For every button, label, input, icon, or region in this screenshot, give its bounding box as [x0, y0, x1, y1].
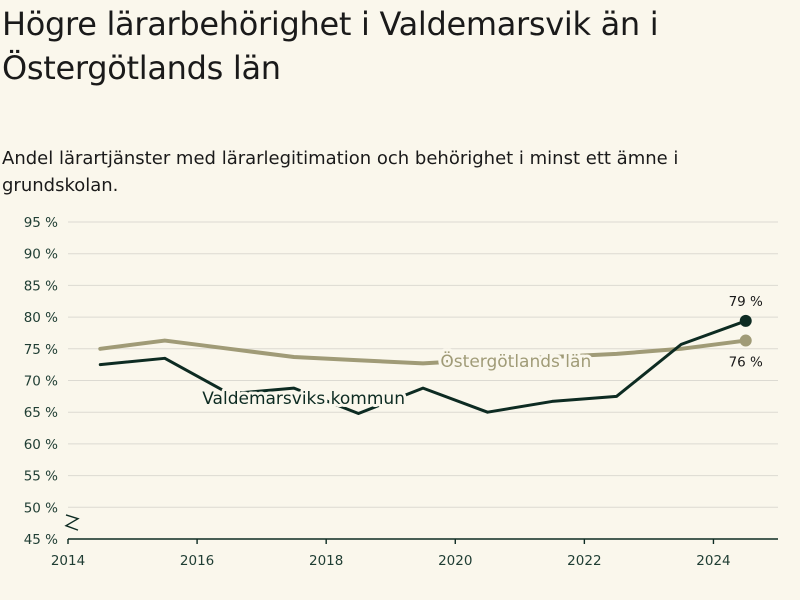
end-point-kommun	[739, 314, 752, 327]
series-line-kommun	[98, 319, 748, 415]
end-point-lan	[739, 334, 752, 347]
y-tick-label: 80 %	[24, 310, 58, 326]
series-lines	[98, 314, 752, 415]
x-axis: 2014 2016 2018 2020 2022 2024	[51, 538, 778, 569]
chart-title: Högre lärarbehörighet i Valdemarsvik än …	[2, 5, 659, 87]
y-tick-label: 90 %	[24, 247, 58, 263]
y-tick-label: 45 %	[24, 532, 58, 548]
chart-subtitle: Andel lärartjänster med lärarlegitimatio…	[2, 148, 679, 196]
y-tick-label: 50 %	[24, 500, 58, 516]
y-tick-label: 70 %	[24, 374, 58, 390]
x-tick-label: 2018	[309, 553, 343, 569]
x-tick-label: 2020	[438, 553, 472, 569]
y-tick-label: 95 %	[24, 215, 58, 231]
x-tick-label: 2024	[696, 553, 730, 569]
gridlines	[68, 221, 778, 508]
y-tick-label: 85 %	[24, 278, 58, 294]
y-tick-label: 60 %	[24, 437, 58, 453]
series-label-kommun: Valdemarsviks kommun	[202, 389, 405, 409]
y-tick-label: 55 %	[24, 469, 58, 485]
series-label-lan: Östergötlands län	[440, 350, 591, 372]
y-axis: 45 % 50 % 55 % 60 % 65 % 70 % 75 % 80 % 85 % 90 %…	[24, 215, 80, 548]
series-labels: 79 % 76 % Östergötlands län Valdemarsviks k…	[199, 294, 763, 412]
end-label-lan: 76 %	[729, 355, 763, 371]
y-tick-label: 75 %	[24, 342, 58, 358]
y-tick-label: 65 %	[24, 405, 58, 421]
end-label-kommun: 79 %	[729, 294, 763, 310]
series-line-lan	[98, 338, 748, 366]
x-tick-label: 2014	[51, 553, 85, 569]
axis-break-icon	[64, 514, 80, 531]
x-tick-label: 2022	[567, 553, 601, 569]
x-tick-label: 2016	[180, 553, 214, 569]
